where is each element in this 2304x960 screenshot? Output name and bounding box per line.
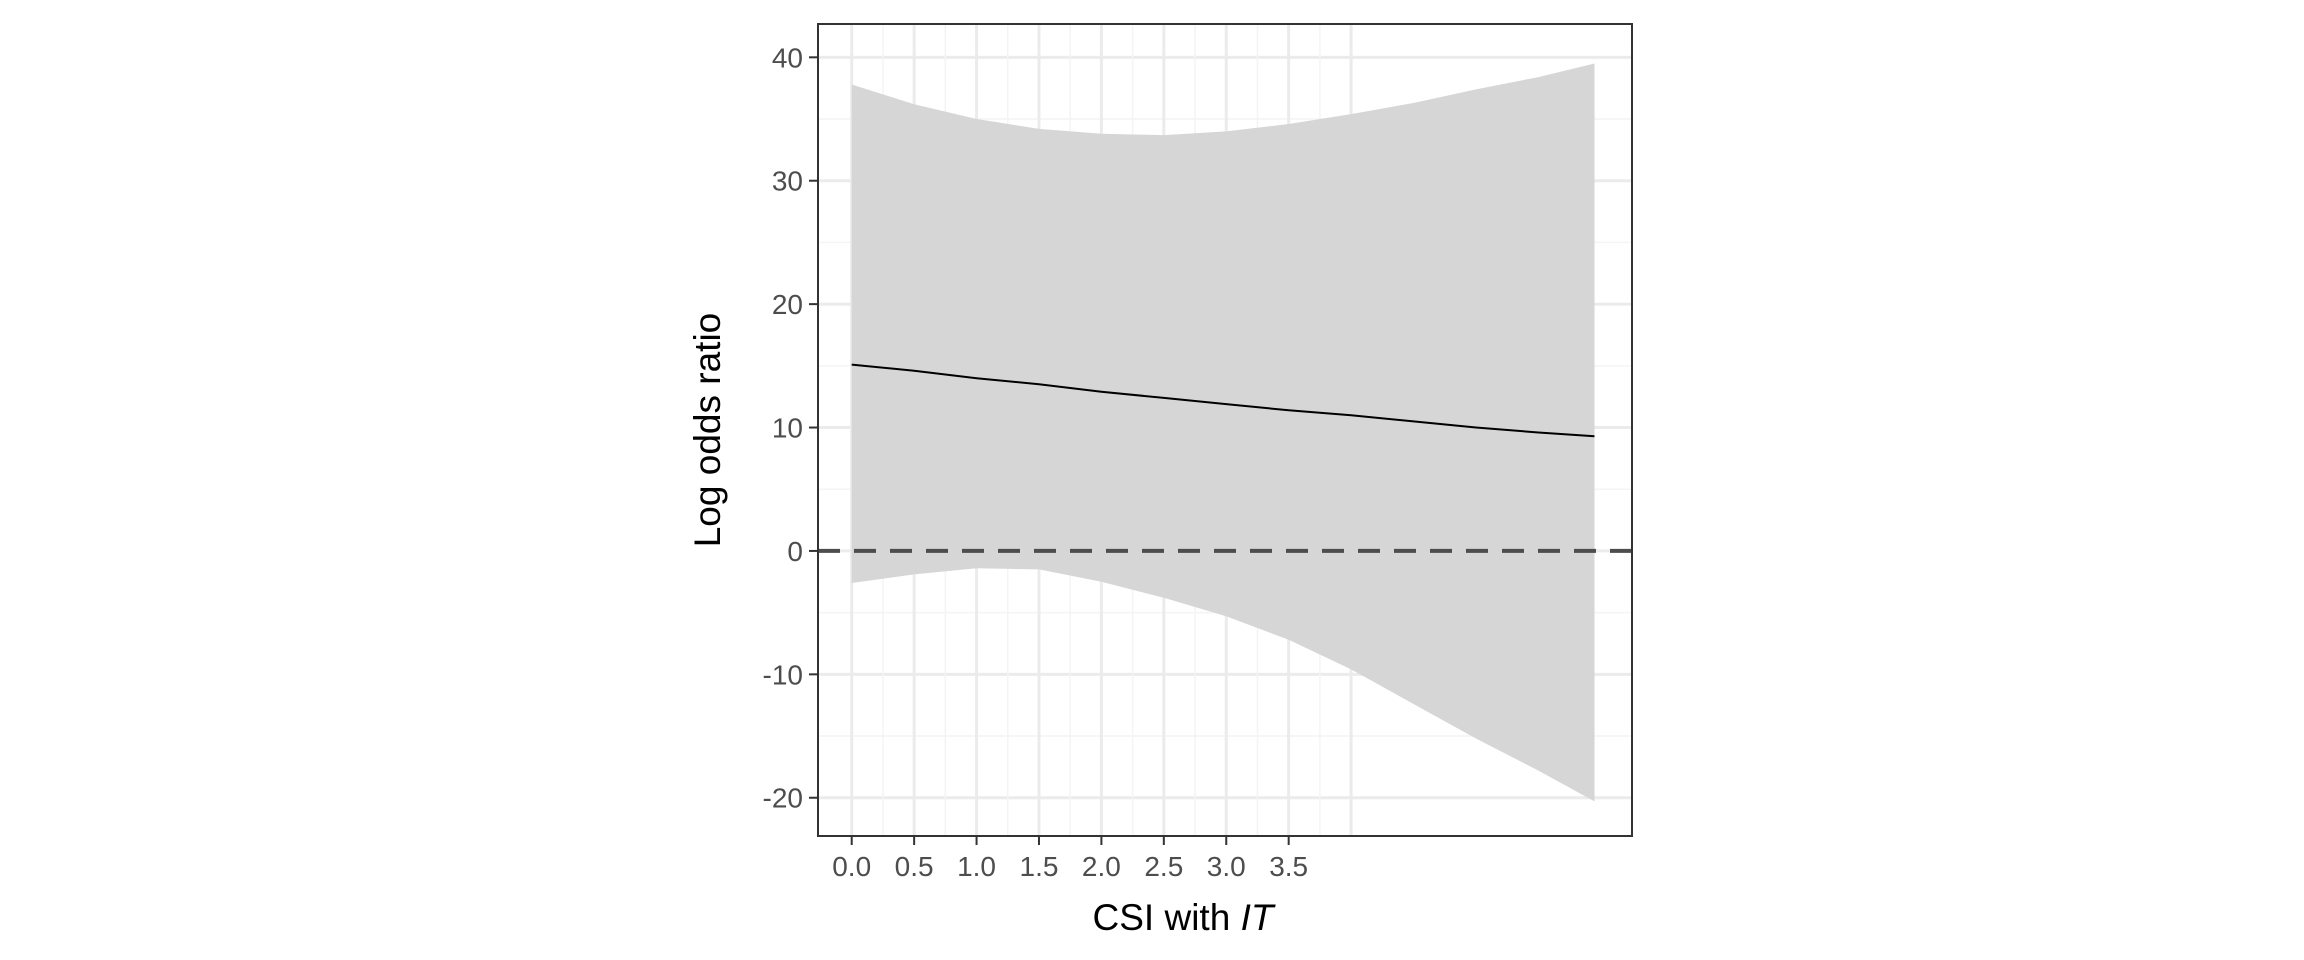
x-tick-label: 1.0 xyxy=(957,851,996,882)
x-tick-label: 3.5 xyxy=(1269,851,1308,882)
x-tick-label: 1.5 xyxy=(1020,851,1059,882)
y-tick-label: 0 xyxy=(787,536,803,567)
y-tick-label: -10 xyxy=(763,659,803,690)
x-tick-label: 2.0 xyxy=(1082,851,1121,882)
x-tick-label: 3.0 xyxy=(1207,851,1246,882)
x-axis: 0.0 0.5 1.0 1.5 2.0 2.5 3.0 3.5 xyxy=(832,836,1308,882)
y-tick-label: 30 xyxy=(772,166,803,197)
y-tick-label: 20 xyxy=(772,289,803,320)
x-tick-label: 0.5 xyxy=(895,851,934,882)
y-axis: 40 30 20 10 0 -10 -20 xyxy=(763,42,818,814)
x-tick-label: 2.5 xyxy=(1144,851,1183,882)
x-tick-label: 0.0 xyxy=(832,851,871,882)
x-axis-title-prefix: CSI with xyxy=(1093,897,1241,938)
y-tick-label: 40 xyxy=(772,42,803,73)
x-axis-title-italic: IT xyxy=(1241,897,1276,938)
y-tick-label: -20 xyxy=(763,783,803,814)
estimate-line-layer xyxy=(851,363,1595,438)
y-axis-title: Log odds ratio xyxy=(687,313,728,548)
x-axis-title: CSI with IT xyxy=(1093,897,1276,938)
confidence-ribbon-layer xyxy=(851,63,1595,802)
estimate-line-0 xyxy=(851,363,1595,438)
panel-border xyxy=(817,23,1633,837)
y-tick-label: 10 xyxy=(772,413,803,444)
confidence-ribbon xyxy=(851,63,1595,802)
